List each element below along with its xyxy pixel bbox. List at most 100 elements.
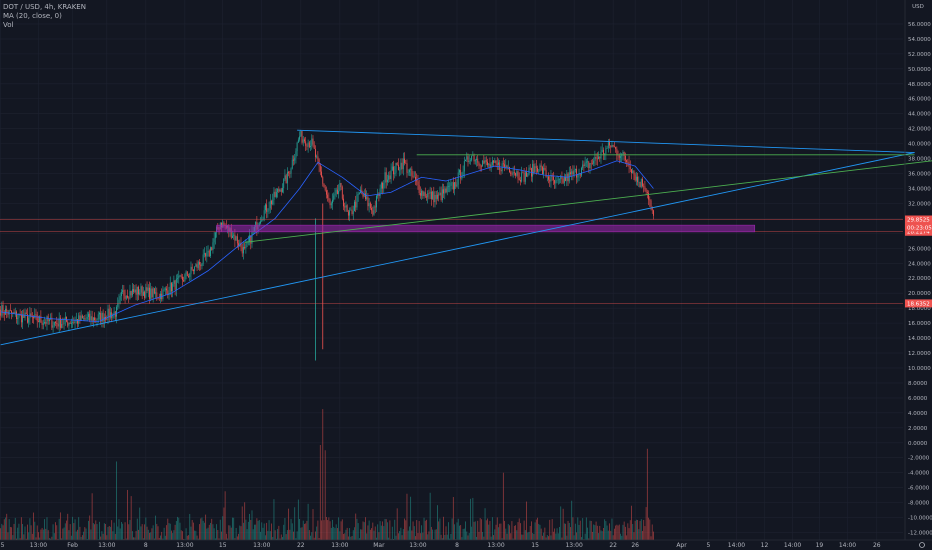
candle-body xyxy=(424,192,426,197)
volume-bar xyxy=(14,517,16,540)
volume-bar xyxy=(118,519,120,540)
candle-body xyxy=(97,314,99,320)
candle-body xyxy=(454,182,455,190)
candle-body xyxy=(637,176,639,183)
volume-bar xyxy=(634,520,636,540)
candle-body xyxy=(22,315,24,323)
volume-bar xyxy=(600,530,602,540)
volume-bar xyxy=(127,489,128,540)
volume-bar xyxy=(347,536,349,540)
candle-body xyxy=(271,200,272,205)
candle-body xyxy=(389,175,391,180)
volume-bar xyxy=(66,520,67,540)
volume-bar xyxy=(452,497,454,540)
ma-indicator-label[interactable]: MA (20, close, 0) xyxy=(3,12,62,20)
volume-bar xyxy=(29,518,31,540)
candle-body xyxy=(488,163,490,166)
volume-bar xyxy=(516,530,518,540)
x-tick-label: 12 xyxy=(761,542,769,549)
volume-bar xyxy=(456,522,458,540)
volume-bar xyxy=(57,538,59,540)
candle-body xyxy=(48,319,50,322)
volume-bar xyxy=(449,538,451,540)
candle-body xyxy=(134,289,136,292)
volume-bar xyxy=(294,507,296,540)
volume-bar xyxy=(639,520,641,540)
volume-bar xyxy=(179,522,181,540)
volume-bar xyxy=(468,533,470,540)
volume-bar xyxy=(260,531,261,540)
candle-body xyxy=(473,155,475,162)
volume-bar xyxy=(522,534,524,540)
volume-bar xyxy=(418,521,420,540)
volume-bar xyxy=(318,538,320,540)
y-tick-label: 54.0000 xyxy=(908,37,931,43)
volume-bar xyxy=(461,537,463,540)
candle-body xyxy=(343,198,344,207)
candle-body xyxy=(249,235,250,242)
volume-bar xyxy=(505,528,507,540)
candle-body xyxy=(416,179,418,182)
volume-bar xyxy=(190,526,192,540)
candle-body xyxy=(410,168,412,170)
candle-body xyxy=(94,317,95,321)
candle-body xyxy=(297,139,299,143)
volume-bar xyxy=(195,530,197,540)
volume-bar xyxy=(565,523,567,540)
volume-bar xyxy=(466,531,468,540)
volume-bar xyxy=(134,537,136,540)
candle-body xyxy=(537,167,538,172)
volume-bar xyxy=(653,531,654,540)
volume-bar xyxy=(460,525,462,540)
volume-bar xyxy=(16,538,17,540)
candle-body xyxy=(83,318,85,319)
y-tick-label: 32.0000 xyxy=(908,201,931,207)
volume-bar xyxy=(83,531,85,540)
candle-body xyxy=(504,164,506,167)
candle-body xyxy=(407,172,409,173)
volume-bar xyxy=(152,525,154,540)
candle-body xyxy=(533,163,535,173)
volume-bar xyxy=(626,535,628,540)
candle-body xyxy=(377,193,379,197)
candle-body xyxy=(379,188,381,197)
candle-body xyxy=(28,318,30,323)
x-tick-label: 14:00 xyxy=(784,542,801,549)
candle-body xyxy=(330,203,332,206)
candle-body xyxy=(1,305,3,316)
candle-body xyxy=(472,155,474,157)
volume-bar xyxy=(102,533,104,540)
volume-bar xyxy=(103,523,105,540)
volume-bar xyxy=(380,525,382,540)
volume-bar xyxy=(280,534,282,540)
candle-body xyxy=(606,147,608,149)
candle-body xyxy=(140,286,142,293)
volume-bar xyxy=(77,529,78,540)
candle-body xyxy=(460,170,462,179)
volume-bar xyxy=(236,536,238,540)
volume-indicator-label[interactable]: Vol xyxy=(3,21,14,29)
candle-body xyxy=(328,197,330,201)
volume-bar xyxy=(394,519,396,540)
candle-body xyxy=(199,262,200,265)
volume-bar xyxy=(252,529,254,540)
candle-body xyxy=(211,247,213,251)
candle-body xyxy=(62,323,64,325)
volume-bar xyxy=(240,526,242,540)
volume-bar xyxy=(72,516,74,540)
symbol-title[interactable]: DOT / USD, 4h, KRAKEN xyxy=(3,3,86,11)
volume-bar xyxy=(589,520,591,540)
volume-bar xyxy=(239,525,241,540)
volume-bar xyxy=(374,526,376,540)
candle-body xyxy=(190,266,192,274)
candle-body xyxy=(578,174,580,175)
volume-bar xyxy=(261,522,263,540)
volume-bar xyxy=(372,522,374,540)
volume-bar xyxy=(178,517,180,540)
y-tick-label: -12.0000 xyxy=(908,531,932,537)
settings-gear-icon[interactable] xyxy=(919,542,925,548)
y-tick-label: 24.0000 xyxy=(908,261,931,267)
candle-body xyxy=(278,188,280,192)
